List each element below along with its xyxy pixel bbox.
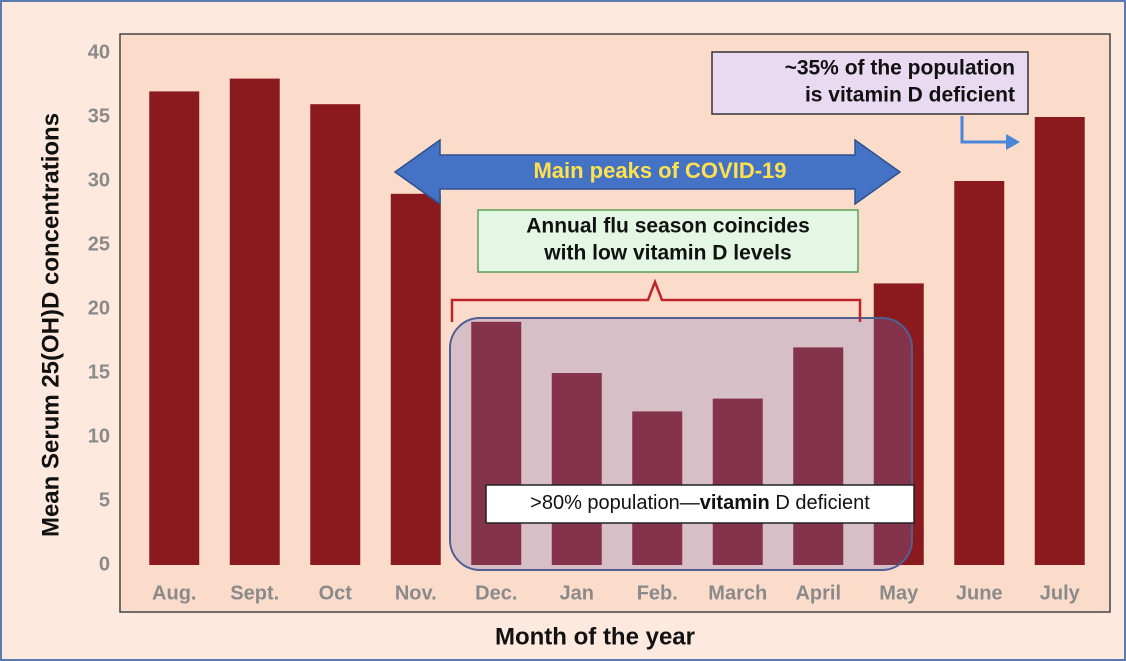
bar bbox=[149, 91, 200, 566]
winter-box bbox=[485, 484, 915, 524]
flu-bracket bbox=[450, 278, 862, 322]
y-axis-label: Mean Serum 25(OH)D concentrations bbox=[37, 113, 64, 537]
flu-annotation: Annual flu season coincides bbox=[526, 215, 810, 238]
x-tick-label: Sept. bbox=[230, 582, 279, 604]
flu-box bbox=[477, 209, 859, 273]
x-tick-label: Jan bbox=[560, 582, 594, 604]
x-tick-label: June bbox=[956, 582, 1003, 604]
bar bbox=[793, 347, 844, 565]
x-tick-label: Oct bbox=[319, 582, 353, 604]
x-tick-label: March bbox=[708, 582, 767, 604]
y-tick-label: 35 bbox=[88, 105, 110, 127]
x-tick-label: April bbox=[795, 582, 841, 604]
y-tick-label: 20 bbox=[88, 297, 110, 319]
bar bbox=[712, 398, 763, 565]
y-tick-label: 25 bbox=[88, 233, 110, 255]
x-tick-label: Aug. bbox=[152, 582, 196, 604]
population-pointer bbox=[960, 116, 1008, 144]
population-box bbox=[711, 51, 1029, 115]
winter-part: D deficient bbox=[770, 492, 870, 514]
winter-annotation: >80% population—vitamin D deficient bbox=[530, 492, 870, 514]
x-axis-label: Month of the year bbox=[495, 623, 695, 650]
covid-arrow bbox=[393, 138, 902, 206]
bar bbox=[310, 104, 361, 565]
bar bbox=[551, 373, 602, 565]
population-pointer-head bbox=[1006, 134, 1020, 150]
y-tick-label: 0 bbox=[99, 553, 110, 575]
bar bbox=[1034, 117, 1085, 565]
covid-annotation: Main peaks of COVID-19 bbox=[533, 158, 786, 183]
x-tick-label: Feb. bbox=[637, 582, 678, 604]
population-annotation: is vitamin D deficient bbox=[805, 84, 1015, 107]
bar bbox=[229, 78, 280, 565]
x-tick-label: May bbox=[879, 582, 919, 604]
winter-part: vitamin bbox=[700, 492, 770, 514]
bars bbox=[149, 78, 1085, 566]
y-tick-label: 15 bbox=[88, 361, 110, 383]
bar bbox=[954, 181, 1005, 565]
bar bbox=[390, 193, 441, 566]
y-tick-label: 10 bbox=[88, 425, 110, 447]
y-tick-label: 40 bbox=[88, 41, 110, 63]
y-tick-label: 5 bbox=[99, 489, 110, 511]
x-tick-label: July bbox=[1040, 582, 1081, 604]
bar bbox=[471, 321, 522, 565]
y-tick-label: 30 bbox=[88, 169, 110, 191]
x-tick-label: Nov. bbox=[395, 582, 437, 604]
x-tick-label: Dec. bbox=[475, 582, 517, 604]
winter-part: >80% population— bbox=[530, 492, 700, 514]
flu-annotation: with low vitamin D levels bbox=[543, 242, 791, 265]
winter-region bbox=[449, 317, 913, 571]
population-annotation: ~35% of the population bbox=[785, 57, 1015, 80]
